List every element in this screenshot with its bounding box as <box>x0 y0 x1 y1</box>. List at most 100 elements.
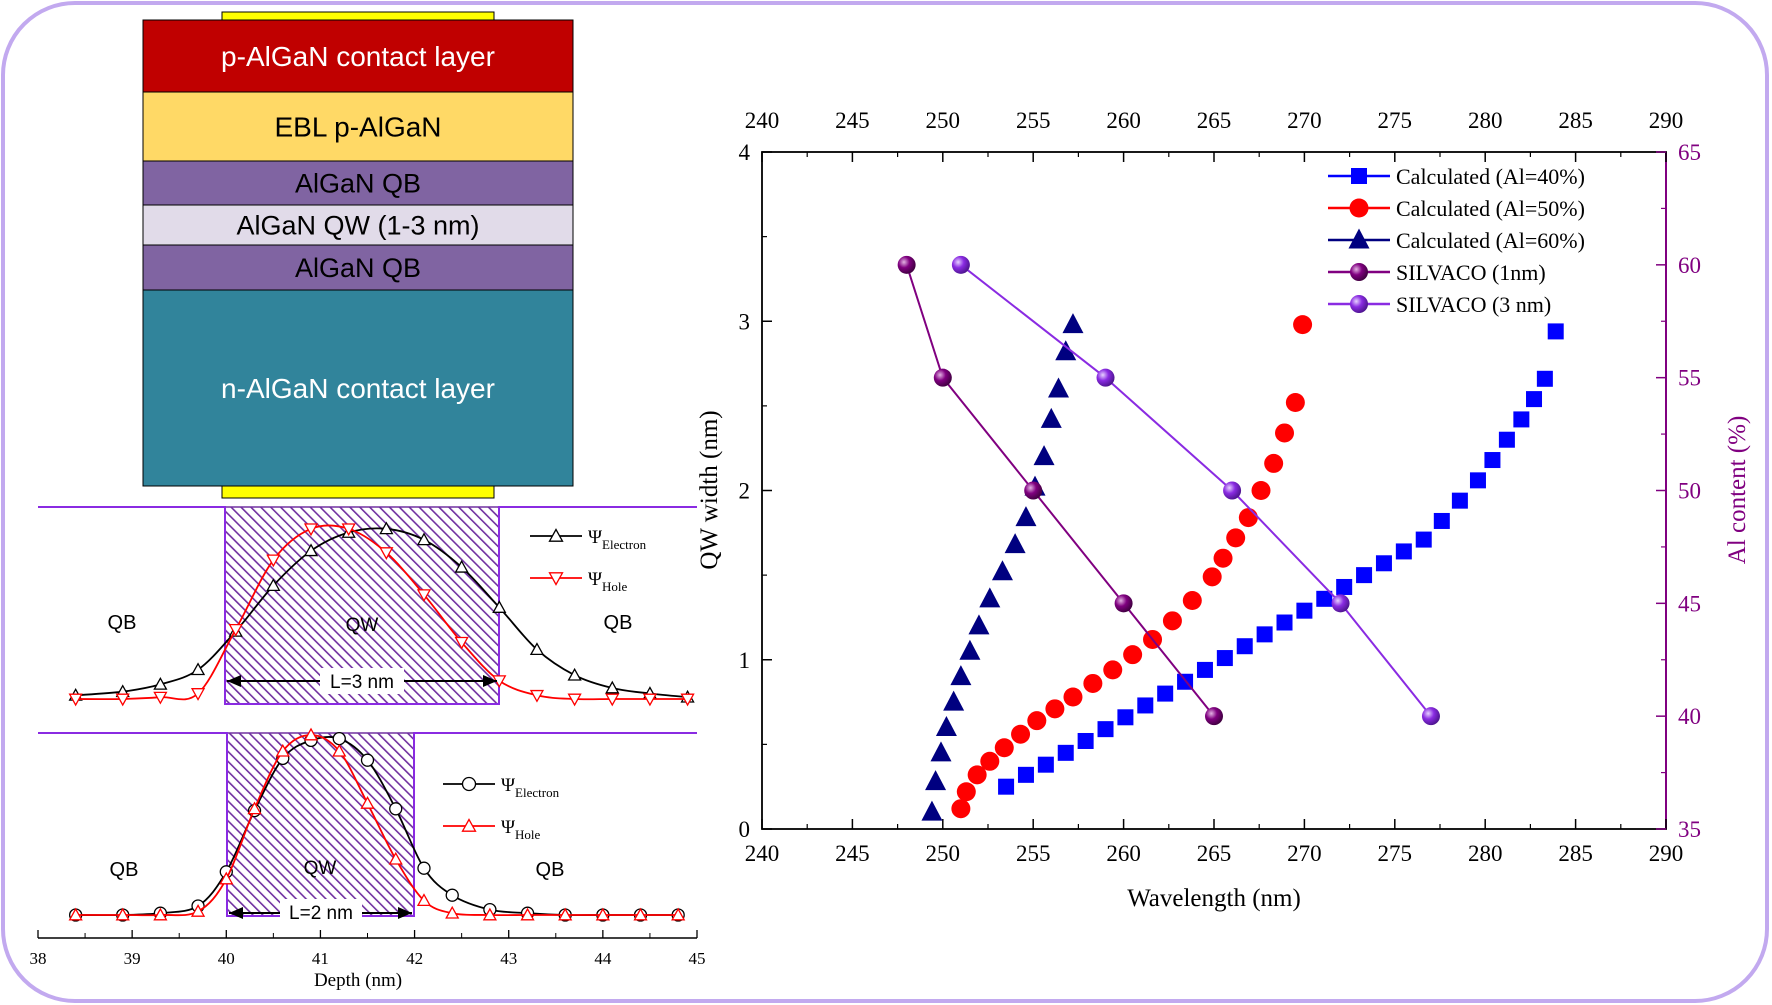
wavefunction-point-electron <box>416 532 432 546</box>
wavelength-tick-label-top: 260 <box>1106 108 1141 133</box>
legend-marker-calculated-al-40 <box>1351 168 1367 184</box>
depth-tick-label: 40 <box>218 949 235 968</box>
wavefunction-point-hole <box>266 554 281 568</box>
wavefunction-point-hole <box>341 523 356 537</box>
wavefunction-point-hole <box>219 871 234 885</box>
legend-label-hole: ΨHole <box>588 569 628 594</box>
stack-layer-label-5: n-AlGaN contact layer <box>221 373 495 404</box>
data-point-calculated-al-60 <box>1040 407 1062 428</box>
data-point-calculated-al-40 <box>1484 452 1501 469</box>
wavefunction-point-hole <box>642 693 658 707</box>
legend-wavelength-chart: Calculated (Al=40%) Calculated (Al=50%) Ca… <box>1328 164 1585 317</box>
wavefunction-point-hole <box>153 691 168 705</box>
data-point-calculated-al-50 <box>980 751 1000 771</box>
legend-3nm: ΨElectron ΨHole <box>530 527 647 594</box>
wavelength-tick-label-top: 280 <box>1468 108 1503 133</box>
legend-2nm: ΨElectron ΨHole <box>443 775 560 842</box>
data-point-calculated-al-50 <box>1251 481 1271 500</box>
wavelength-tick-label-bottom: 280 <box>1468 841 1503 866</box>
qb-left-label-2nm: QB <box>110 859 139 881</box>
wavelength-axis-title: Wavelength (nm) <box>1127 885 1301 912</box>
wavefunction-point-electron <box>492 600 507 613</box>
wavefunction-point-hole <box>445 905 460 919</box>
wavefunction-point-hole <box>190 688 206 701</box>
wavefunction-point-hole <box>529 689 545 703</box>
qw-width-tick-label: 3 <box>739 309 751 334</box>
data-point-silvaco-1nm <box>933 368 952 387</box>
qw-width-tick-label: 1 <box>739 648 751 673</box>
wavelength-tick-label-top: 240 <box>745 108 780 133</box>
wavefunction-point-electron <box>605 680 620 694</box>
wavefunction-point-hole <box>379 547 394 560</box>
data-point-calculated-al-40 <box>1451 492 1468 509</box>
depth-tick-label: 42 <box>406 949 423 968</box>
data-point-calculated-al-60 <box>959 639 981 660</box>
depth-tick-label: 38 <box>30 949 47 968</box>
data-point-calculated-al-50 <box>1202 567 1222 587</box>
data-point-calculated-al-40 <box>1336 578 1353 595</box>
data-point-calculated-al-60 <box>950 665 972 686</box>
stack-layer-label-4: AlGaN QB <box>295 253 421 283</box>
wavelength-tick-label-bottom: 245 <box>835 841 870 866</box>
data-point-calculated-al-40 <box>1157 685 1174 702</box>
stack-layer-qb-4 <box>142 244 574 291</box>
wavefunction-point-hole <box>680 693 695 707</box>
data-point-silvaco-1nm <box>1114 594 1133 613</box>
legend-marker-calculated-al-60 <box>1348 228 1370 249</box>
data-point-calculated-al-40 <box>1415 531 1432 548</box>
wavefunction-point-hole <box>303 727 319 741</box>
wavefunction-point-hole <box>68 907 83 921</box>
data-point-calculated-al-60 <box>968 614 990 635</box>
al-content-tick-label: 50 <box>1678 479 1701 504</box>
wavefunction-point-electron <box>445 888 459 902</box>
well-width-label-2nm: L=2 nm <box>289 903 353 924</box>
wavelength-tick-label-top: 270 <box>1287 108 1322 133</box>
wavefunction-point-hole <box>416 893 432 907</box>
wavefunction-point-hole <box>567 693 582 707</box>
data-point-calculated-al-60 <box>943 690 965 711</box>
data-point-calculated-al-50 <box>1182 591 1202 611</box>
potential-profile-3nm <box>38 506 697 705</box>
data-point-silvaco-1nm <box>1024 481 1043 500</box>
data-point-calculated-al-50 <box>967 765 987 785</box>
data-point-silvaco-3-nm <box>1331 594 1350 613</box>
depth-axis-ticks: 38 39 40 41 42 43 44 45 <box>30 930 706 968</box>
stack-layer-n-contact-5 <box>142 289 574 487</box>
data-point-calculated-al-40 <box>1469 472 1486 489</box>
legend-marker-silvaco-1nm <box>1350 263 1368 281</box>
wavefunction-panel-2nm: QB QW QB L=2 nm ΨElectron ΨHole 38 39 40 41 4… <box>30 727 706 991</box>
depth-tick-label: 39 <box>124 949 141 968</box>
data-point-calculated-al-50 <box>1285 392 1305 412</box>
data-point-calculated-al-40 <box>1498 431 1515 448</box>
wavefunction-point-electron <box>266 578 281 591</box>
wavelength-chart: 2402402452452502502552552602602652652702… <box>696 108 1751 912</box>
wavefunction-point-hole <box>558 907 573 921</box>
data-point-calculated-al-60 <box>1033 445 1055 466</box>
legend-label-calculated-al-40: Calculated (Al=40%) <box>1396 164 1585 189</box>
al-content-tick-label: 40 <box>1678 704 1701 729</box>
depth-tick-label: 45 <box>689 949 706 968</box>
depth-tick-label: 44 <box>594 949 612 968</box>
wavelength-tick-label-top: 250 <box>926 108 961 133</box>
data-point-calculated-al-50 <box>1123 645 1143 665</box>
wavefunction-point-hole <box>275 743 290 757</box>
data-point-calculated-al-60 <box>979 587 1001 608</box>
data-point-calculated-al-50 <box>1045 699 1065 719</box>
stack-layer-ebl-1 <box>142 91 574 162</box>
wavefunction-point-electron <box>454 559 469 573</box>
wavelength-tick-label-bottom: 290 <box>1649 841 1684 866</box>
data-point-calculated-al-40 <box>1356 567 1373 584</box>
data-point-calculated-al-60 <box>1004 533 1026 554</box>
data-point-calculated-al-50 <box>1027 711 1047 731</box>
wavefunction-point-hole <box>332 743 347 757</box>
qw-width-tick-label: 4 <box>739 140 751 165</box>
wavefunction-point-electron <box>567 667 582 681</box>
wavelength-tick-label-top: 255 <box>1016 108 1051 133</box>
wavefunction-point-hole <box>115 907 130 921</box>
wavefunction-point-electron <box>190 662 206 676</box>
wavefunction-point-hole <box>115 693 130 707</box>
wavefunction-point-electron <box>417 861 431 875</box>
qb-left-label-3nm: QB <box>108 612 137 634</box>
wavelength-tick-label-bottom: 260 <box>1106 841 1141 866</box>
qw-width-axis-title: QW width (nm) <box>696 410 723 569</box>
